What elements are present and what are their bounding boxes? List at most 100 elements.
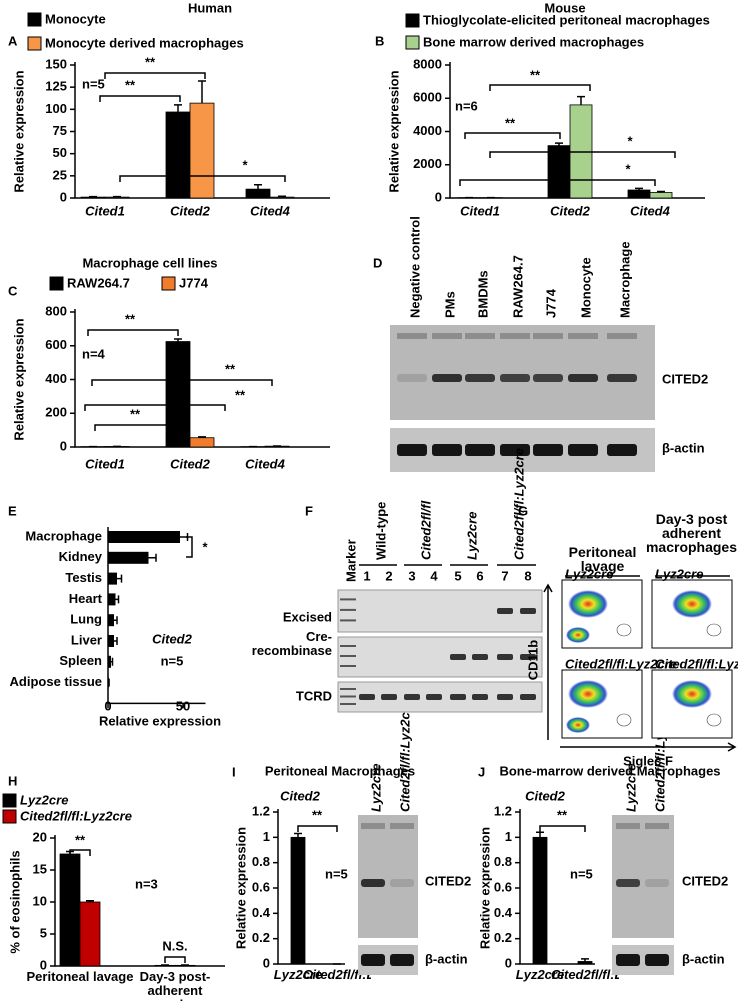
smear [500,333,530,339]
group-label: Cited2fl/fl:Lyz2cre [511,448,526,560]
band [497,654,513,660]
y-tick-label: 0.6 [252,879,270,894]
y-tick-label: 0.2 [252,930,270,945]
error-bar [581,958,589,962]
lane-label: Negative control [407,216,422,318]
band-label: CITED2 [425,873,471,888]
significance-bracket [87,329,179,336]
x-tick-label: Cited4 [630,203,671,218]
y-tick-label: 0 [60,189,67,204]
smear [616,823,640,829]
legend-label: J774 [179,275,209,290]
error-bar [114,637,118,645]
panel-label: J [478,764,485,779]
significance-label: ** [125,77,136,92]
error-bar [86,899,94,902]
y-tick-label: 150 [45,56,67,71]
ladder-band [340,703,356,705]
legend-swatch [27,36,42,51]
error-bar [278,195,286,198]
blot [358,815,418,938]
chart-title: Human [188,0,232,15]
significance-label: ** [235,387,246,402]
bar [108,593,116,606]
group-label: Cited2fl/fl [418,500,433,560]
x-tick-label: Cited4 [250,203,291,218]
significance-label: ** [130,406,141,421]
ladder-band [340,695,356,698]
y-tick-label: 0.4 [252,905,271,920]
axis-arrow [560,742,737,752]
y-axis-label: Relative expression [477,827,492,949]
band [432,444,462,456]
bar [108,531,180,543]
panel-label: F [305,503,313,518]
bar [59,853,81,967]
smear [645,823,669,829]
band-label: CITED2 [662,371,708,386]
bar [108,635,114,647]
legend-label: Lyz2cre [20,792,68,807]
x-tick-label: Cited2 [170,203,211,218]
y-tick-label: 5 [40,925,47,940]
smear [432,333,462,339]
x-tick-label: Cited2 [550,203,591,218]
bar [165,341,191,448]
error-bar [635,187,643,191]
column-title: Peritoneal lavage [568,545,637,574]
band [397,374,427,382]
significance-bracket [104,72,206,79]
error-bar [115,595,120,604]
panel-label: C [8,283,18,298]
legend-label: RAW264.7 [67,275,130,290]
x-tick-label: Cited2 [170,456,211,471]
band [645,954,669,966]
significance-label: * [625,161,631,176]
band [497,608,513,614]
panel-label: G [518,503,528,518]
significance-bracket [539,825,586,832]
y-tick-label: Lung [70,612,102,627]
lane-number: 5 [454,568,461,583]
band [497,694,513,700]
significance-label: * [627,133,633,148]
band [472,694,488,700]
legend-label: Thioglycolate-elicited peritoneal macrop… [423,12,710,27]
annotation: n=4 [82,346,106,361]
band [450,694,466,700]
error-bar [111,657,114,666]
bar [649,192,673,199]
bar [79,901,101,967]
x-tick-label-box: Cited2fl/fl:Lyz2cre [303,968,371,982]
significance-bracket [91,379,273,386]
significance-label: N.S. [162,938,187,953]
x-tick-label-box: Lyz2cre [274,968,322,982]
x-tick-label: Cited1 [85,456,125,471]
legend-label: Monocyte [45,11,106,26]
column-title-box: Peritoneal lavage [568,545,637,574]
y-tick-label: Testis [65,570,102,585]
column-title: Day-3 post adherent macrophages [645,512,738,555]
band [568,374,598,382]
panel-label: D [373,255,382,270]
error-bar [254,183,262,190]
significance-label: ** [225,361,236,376]
band [390,954,414,966]
significance-bracket [186,536,193,558]
y-tick-label: 1.2 [252,803,270,818]
lane-label: Monocyte [578,257,593,318]
panel-label: E [8,503,17,518]
cell-density [672,590,712,618]
band-label: β-actin [425,951,468,966]
x-tick-label: Cited1 [460,203,500,218]
gate [616,623,632,637]
band [607,444,637,456]
error-bar [117,574,123,583]
gate [616,713,632,727]
bar [165,111,191,199]
row-label: Cre-recombinase [251,630,332,658]
y-axis-label: Relative expression [11,70,26,192]
chart-title: Bone-marrow derived Macrophages [499,763,720,778]
chart-title: Macrophage cell lines [82,255,217,270]
band [520,654,536,660]
